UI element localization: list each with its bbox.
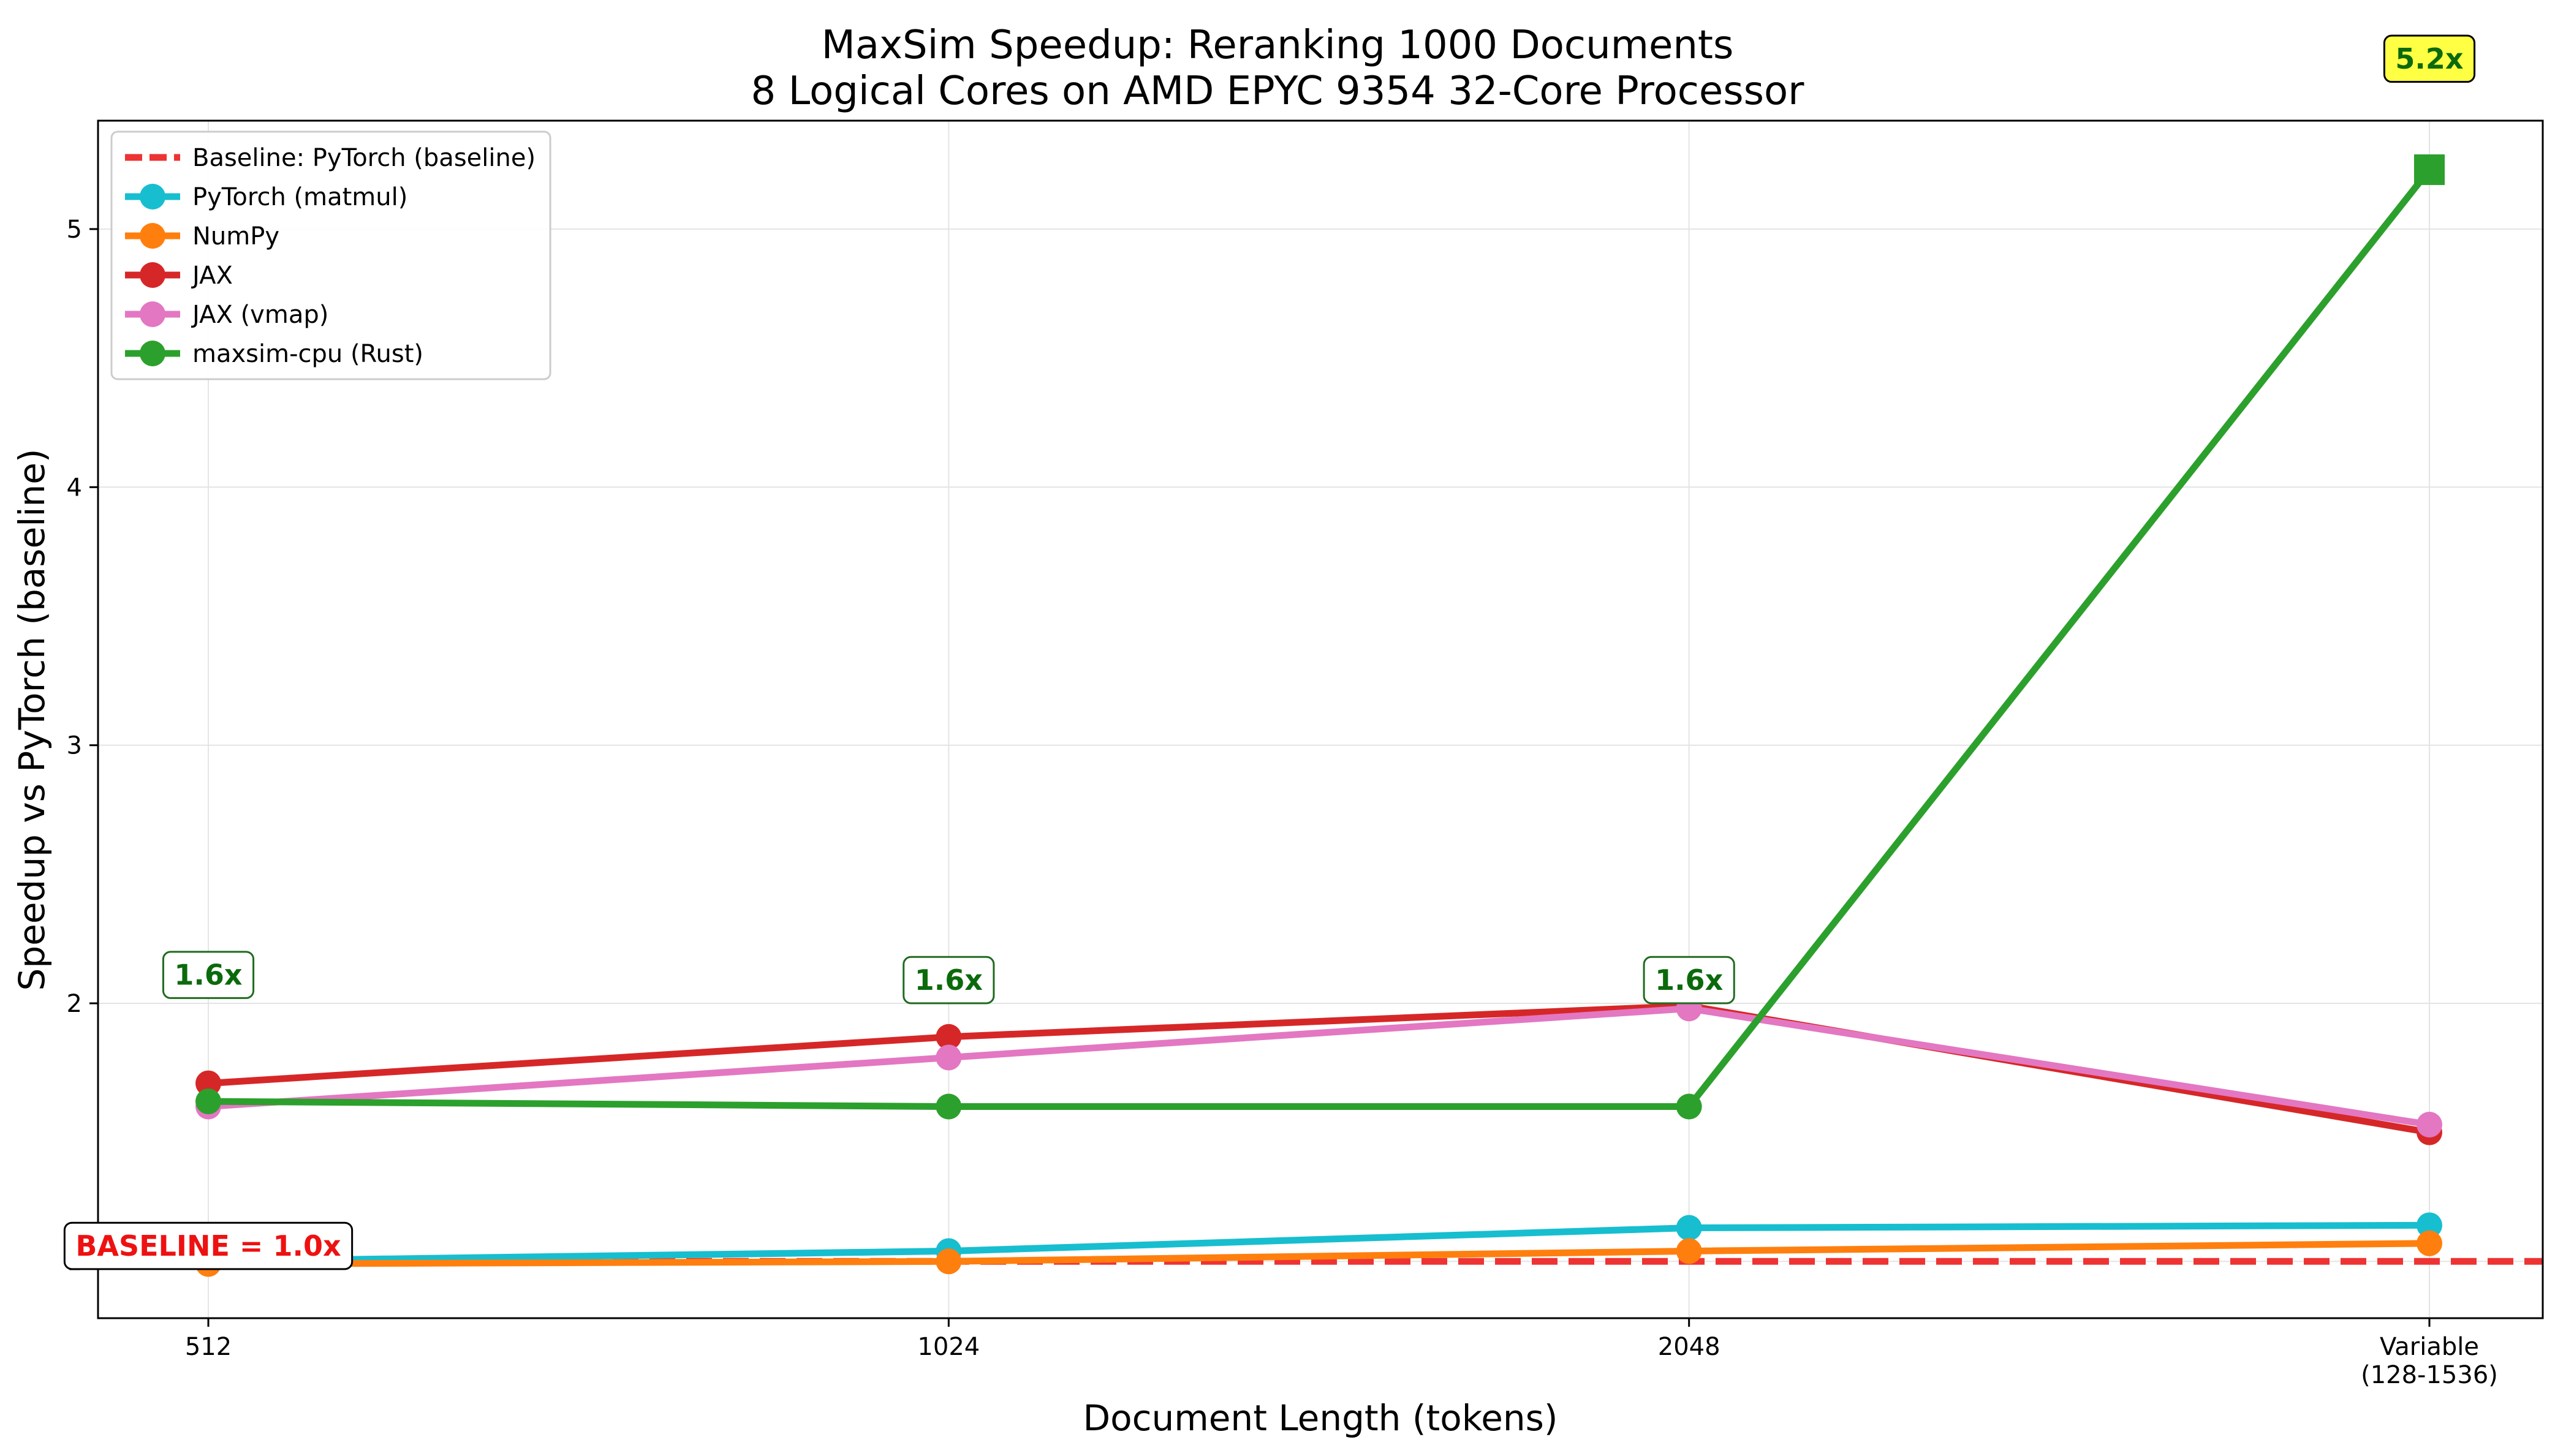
data-point-maxsim-cpu-rust (195, 1088, 221, 1115)
x-tick-label: Variable (128-1536) (2361, 1333, 2498, 1389)
series-line-maxsim-cpu-rust (205, 166, 2433, 1111)
series-line-numpy (205, 1240, 2433, 1268)
annotation-label: 1.6x (915, 964, 983, 997)
legend-label-pytorch-matmul: PyTorch (matmul) (192, 183, 407, 211)
data-point-maxsim-cpu-rust (1676, 1093, 1702, 1120)
legend-label-maxsim-cpu-rust: maxsim-cpu (Rust) (192, 340, 423, 368)
chart-subtitle: 8 Logical Cores on AMD EPYC 9354 32-Core… (751, 69, 1805, 114)
annotation-box (2383, 34, 2476, 83)
y-tick-label: 2 (67, 990, 82, 1018)
legend-label-jax-vmap: JAX (vmap) (191, 301, 328, 329)
data-point-maxsim-cpu-rust (2414, 154, 2445, 186)
data-point-jax (195, 1070, 221, 1096)
x-tick-label: 512 (185, 1333, 232, 1361)
legend-marker-pytorch-matmul (140, 184, 165, 209)
legend-label-baseline-pytorch-baseline: Baseline: PyTorch (baseline) (192, 144, 536, 172)
annotation-1-6x: 1.6x (162, 951, 255, 999)
data-point-jax (936, 1024, 962, 1050)
data-point-jax-vmap (936, 1044, 962, 1071)
y-tick-label: 5 (67, 216, 82, 244)
series-line-jax-vmap (205, 1005, 2433, 1128)
y-tick-label: 4 (67, 473, 82, 502)
data-point-numpy (1676, 1238, 1702, 1264)
legend-label-numpy: NumPy (192, 222, 279, 251)
data-point-numpy (2417, 1230, 2442, 1256)
annotation-label: 1.6x (174, 959, 242, 992)
legend-box (110, 130, 551, 380)
annotation-1-6x: 1.6x (903, 956, 995, 1005)
annotation-box (63, 1221, 354, 1270)
legend-label-jax: JAX (191, 262, 233, 290)
x-tick-label: 1024 (917, 1333, 980, 1361)
legend-marker-jax (140, 262, 165, 288)
data-point-jax-vmap (2417, 1111, 2442, 1137)
axis-ticks: 1234551210242048Variable(128-1536) (67, 216, 2498, 1389)
data-point-pytorch-matmul (1676, 1215, 1702, 1241)
annotations: 1.6x 1.6x 1.6x 5.2x BASELINE = 1.0x (63, 34, 2476, 1270)
y-axis-label: Speedup vs PyTorch (baseline) (11, 448, 53, 990)
x-tick-label: 2048 (1658, 1333, 1720, 1361)
legend-marker-jax-vmap (140, 301, 165, 327)
data-point-pytorch-matmul (2417, 1212, 2442, 1239)
annotation-label: 5.2x (2395, 42, 2463, 75)
data-point-numpy (936, 1248, 962, 1275)
chart-title: MaxSim Speedup: Reranking 1000 Documents (822, 23, 1734, 68)
legend: Baseline: PyTorch (baseline) PyTorch (mat… (110, 130, 551, 380)
annotation-baseline-1-0x: BASELINE = 1.0x (63, 1221, 354, 1270)
data-point-maxsim-cpu-rust (936, 1093, 962, 1120)
annotation-box (1643, 956, 1735, 1005)
annotation-label: 1.6x (1655, 964, 1723, 997)
y-tick-label: 3 (67, 732, 82, 760)
annotation-1-6x: 1.6x (1643, 956, 1735, 1005)
annotation-box (162, 951, 255, 999)
legend-marker-numpy (140, 223, 165, 249)
annotation-label: BASELINE = 1.0x (75, 1229, 341, 1262)
legend-marker-maxsim-cpu-rust (140, 341, 165, 366)
x-axis-label: Document Length (tokens) (1083, 1397, 1558, 1439)
series-line-pytorch-matmul (205, 1221, 2433, 1265)
plot-frame (97, 119, 2544, 1319)
annotation-5-2x: 5.2x (2383, 34, 2476, 83)
annotation-box (903, 956, 995, 1005)
